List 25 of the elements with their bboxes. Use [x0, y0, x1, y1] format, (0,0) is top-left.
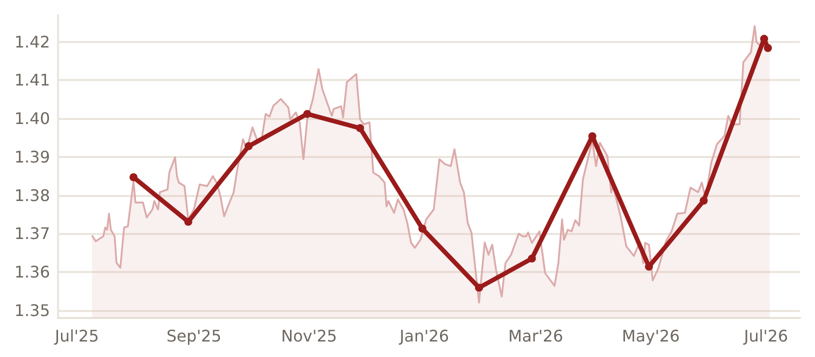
x-tick-label: May'26 — [622, 326, 680, 346]
y-tick-label: 1.37 — [14, 224, 50, 244]
point — [528, 254, 536, 263]
x-tick-label: Sep'25 — [166, 326, 222, 346]
y-tick-label: 1.39 — [14, 147, 50, 166]
x-tick-label: Jan'26 — [398, 326, 449, 346]
point — [244, 142, 253, 150]
y-tick-label: 1.40 — [14, 109, 50, 128]
point — [356, 124, 364, 132]
point — [184, 218, 192, 226]
y-tick-label: 1.38 — [14, 186, 50, 205]
point — [303, 110, 312, 118]
point — [475, 284, 484, 292]
y-tick-label: 1.36 — [14, 262, 50, 282]
y-tick-label: 1.41 — [14, 70, 50, 90]
x-tick-label: Jul'25 — [54, 326, 99, 346]
x-tick-label: Jul'26 — [742, 326, 788, 346]
point — [418, 224, 426, 233]
x-tick-label: Mar'26 — [508, 326, 564, 346]
y-tick-label: 1.42 — [14, 32, 50, 52]
point — [764, 44, 772, 52]
point — [700, 196, 708, 205]
x-tick-label: Nov'25 — [281, 326, 338, 346]
y-tick-label: 1.35 — [14, 300, 50, 320]
point — [130, 173, 138, 182]
